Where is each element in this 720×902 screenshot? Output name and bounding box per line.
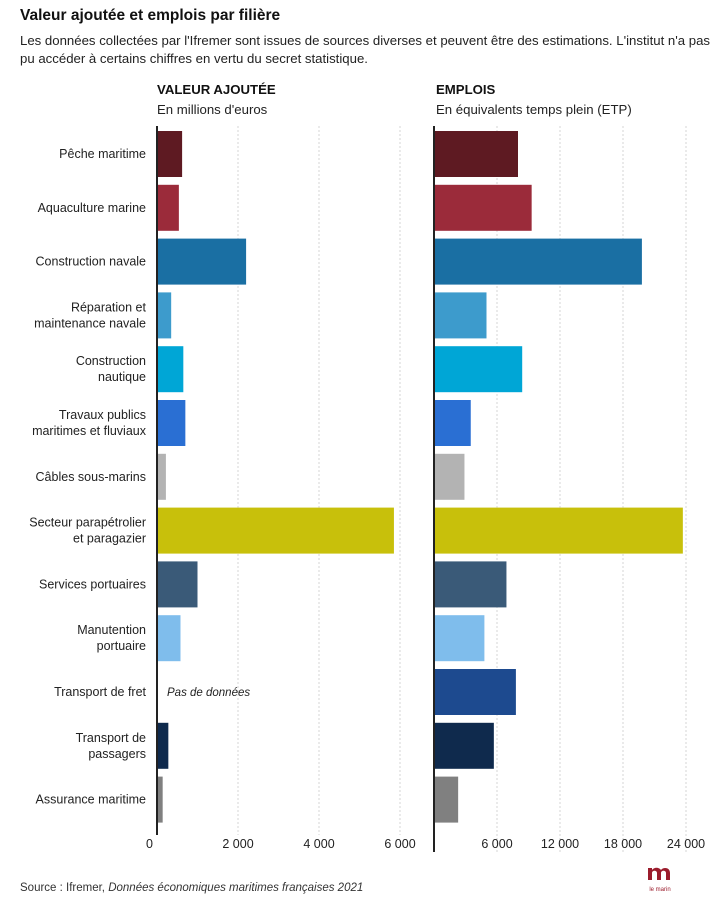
right-panel-header: EMPLOIS En équivalents temps plein (ETP)	[436, 80, 632, 120]
right-panel-unit: En équivalents temps plein (ETP)	[436, 102, 632, 117]
source-note: Source : Ifremer, Données économiques ma…	[20, 882, 363, 894]
category-label-1: Aquaculture marine	[38, 201, 146, 215]
right-tick-label-1: 12 000	[541, 837, 579, 851]
left-bar-7	[157, 507, 394, 554]
right-bar-12	[434, 776, 459, 823]
right-bar-10	[434, 669, 516, 715]
left-tick-label-3: 6 000	[384, 837, 415, 851]
left-bar-2	[157, 238, 247, 285]
right-bar-0	[434, 131, 518, 177]
left-panel-title: VALEUR AJOUTÉE	[157, 82, 276, 97]
category-label-11: Transport de passagers	[76, 731, 146, 761]
left-bar-6	[157, 453, 166, 500]
category-label-2: Construction navale	[36, 255, 147, 269]
category-label-6: Câbles sous-marins	[36, 470, 146, 484]
left-panel-header: VALEUR AJOUTÉE En millions d'euros	[157, 80, 276, 120]
chart-subtitle: Les données collectées par l'Ifremer son…	[20, 33, 711, 66]
category-label-3: Réparation et maintenance navale	[34, 300, 146, 330]
right-bar-8	[434, 561, 507, 608]
category-label-12: Assurance maritime	[36, 793, 146, 807]
right-bar-1	[434, 184, 532, 231]
le-marin-logo: le marin	[648, 867, 671, 893]
left-tick-label-1: 2 000	[222, 837, 253, 851]
left-tick-label-0: 0	[146, 837, 153, 851]
category-label-7: Secteur parapétrolier et paragazier	[29, 516, 146, 546]
left-bar-5	[157, 400, 186, 446]
left-bar-12	[157, 776, 163, 823]
left-bar-3	[157, 292, 172, 339]
left-panel-unit: En millions d'euros	[157, 102, 268, 117]
left-bar-11	[157, 722, 169, 769]
right-bar-6	[434, 453, 465, 500]
category-label-5: Travaux publics maritimes et fluviaux	[32, 408, 147, 438]
right-panel-title: EMPLOIS	[436, 82, 496, 97]
category-label-4: Construction nautique	[76, 354, 146, 384]
source-prefix: Source : Ifremer,	[20, 882, 109, 894]
right-bar-2	[434, 238, 642, 285]
right-bar-9	[434, 615, 485, 662]
category-label-0: Pêche maritime	[59, 147, 146, 161]
source-title: Données économiques maritimes françaises…	[108, 882, 364, 894]
right-bar-5	[434, 400, 471, 446]
category-label-10: Transport de fret	[54, 685, 146, 699]
right-bar-4	[434, 346, 523, 393]
right-bar-3	[434, 292, 487, 339]
svg-text:le marin: le marin	[649, 887, 670, 893]
left-bar-9	[157, 615, 181, 662]
left-bar-8	[157, 561, 198, 608]
left-bar-4	[157, 346, 184, 393]
left-annotation-0: Pas de données	[167, 687, 250, 699]
right-tick-label-0: 6 000	[481, 837, 512, 851]
left-tick-label-2: 4 000	[303, 837, 334, 851]
left-bar-0	[157, 131, 183, 177]
left-bar-1	[157, 184, 179, 231]
category-label-8: Services portuaires	[39, 577, 146, 591]
category-label-9: Manutention portuaire	[77, 623, 146, 653]
right-tick-label-3: 24 000	[667, 837, 705, 851]
chart-title: Valeur ajoutée et emplois par filière	[20, 7, 281, 24]
right-tick-label-2: 18 000	[604, 837, 642, 851]
right-bar-11	[434, 722, 494, 769]
right-bar-7	[434, 507, 683, 554]
